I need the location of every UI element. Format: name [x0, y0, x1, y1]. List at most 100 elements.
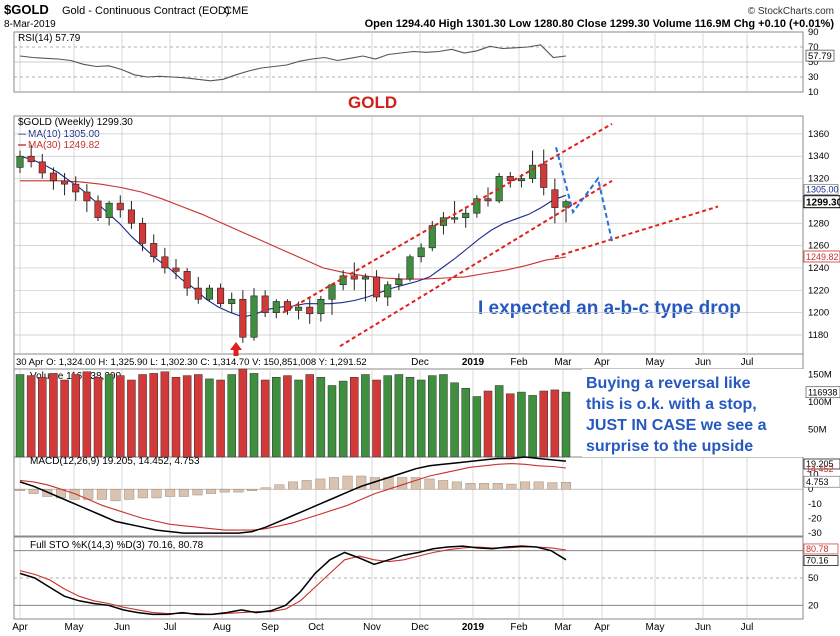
sto-k-line	[19, 545, 567, 616]
candle-body	[484, 198, 492, 202]
macd-histogram-bar	[28, 488, 39, 494]
abc-projection-path	[555, 147, 613, 242]
volume-bar	[38, 377, 47, 458]
price-axis-month-label: Mar	[554, 357, 572, 368]
volume-bar	[93, 377, 103, 458]
macd-histogram-bar	[124, 488, 135, 500]
price-x-axis: 30 Apr O: 1,324.00 H: 1,325.90 L: 1,302.…	[16, 357, 753, 368]
macd-histogram-bar	[315, 478, 326, 490]
macd-histogram-bar	[247, 488, 258, 491]
price-axis-month-label: Jun	[695, 357, 711, 368]
volume-bar	[327, 385, 337, 458]
bottom-axis-month-label: Apr	[594, 622, 610, 633]
chart-header: $GOLD Gold - Continuous Contract (EOD) C…	[4, 2, 834, 30]
macd-histogram-bar	[274, 484, 285, 490]
volume-bar	[550, 389, 560, 458]
volume-bar	[483, 390, 493, 458]
candle-body	[451, 217, 459, 220]
candle-body	[217, 287, 225, 305]
macd-histogram-bar	[547, 482, 558, 490]
volume-bar	[517, 391, 526, 458]
candle-body	[506, 176, 514, 182]
macd-histogram-bar	[178, 488, 189, 497]
candle-body	[38, 161, 46, 174]
candle-body	[72, 183, 80, 193]
volume-bar	[171, 377, 181, 458]
candle-body	[562, 201, 570, 208]
macd-histogram-bar	[520, 481, 531, 490]
bottom-axis-month-label: Jun	[114, 622, 130, 633]
bottom-axis-month-label: Nov	[363, 622, 381, 633]
sto-k-value-box	[803, 555, 839, 566]
volume-bar	[305, 374, 314, 458]
candle-body	[239, 298, 247, 338]
sto-k-value-label: 70.16	[806, 556, 829, 566]
bottom-axis-month-label: 2019	[462, 622, 485, 633]
volume-bar	[539, 390, 548, 458]
volume-bar	[82, 371, 92, 458]
volume-bar	[428, 375, 437, 458]
right-axis-labels: 907050301057.791360134013201300128012601…	[803, 27, 840, 611]
volume-bar	[227, 374, 236, 458]
rsi-value-box	[805, 49, 835, 62]
volume-bar	[494, 385, 504, 458]
candle-body	[317, 298, 325, 315]
rsi-y-tick: 50	[808, 57, 819, 68]
candle-body	[150, 243, 158, 258]
volume-y-tick: 150M	[808, 370, 832, 381]
close-value-box	[803, 195, 840, 209]
candle-body	[462, 212, 470, 218]
macd-histogram-bar	[301, 480, 312, 490]
candle-body	[306, 306, 314, 315]
candle-body	[27, 155, 35, 163]
bottom-axis-month-label: Sep	[261, 622, 279, 633]
volume-bar	[316, 377, 326, 458]
macd-histogram-bar	[424, 478, 435, 490]
candle-body	[250, 295, 258, 338]
volume-value-label: 116938	[808, 388, 837, 398]
reversal-annotation-bg	[582, 369, 804, 457]
bottom-axis-month-label: Apr	[12, 622, 28, 633]
close-value-label: 1299.30	[806, 198, 840, 209]
candle-body	[295, 306, 303, 311]
candle-body	[105, 202, 113, 218]
symbol-label: $GOLD	[4, 2, 49, 17]
price-y-tick: 1180	[808, 330, 828, 341]
macd-y-tick: -30	[808, 528, 822, 539]
macd-y-tick: 0	[808, 484, 813, 495]
macd-histogram-bar	[165, 488, 176, 497]
macd-y-tick: 10	[808, 470, 819, 481]
candle-body	[16, 155, 24, 168]
sto-panel: Full STO %K(14,3) %D(3) 70.16, 80.78	[14, 540, 803, 616]
macd-histogram-bar	[451, 481, 462, 490]
macd-histogram-bar	[438, 480, 449, 490]
sto-y-tick: 50	[808, 573, 819, 584]
rsi-panel: RSI(14) 57.79	[14, 33, 803, 82]
ma30-legend: MA(30) 1249.82	[28, 140, 100, 151]
volume-bar	[116, 375, 125, 458]
volume-bar	[405, 377, 415, 458]
bottom-axis-month-label: Jul	[164, 622, 177, 633]
price-y-tick: 1200	[808, 308, 829, 319]
candle-body	[417, 247, 425, 258]
ma10-value-box	[803, 183, 839, 195]
candle-body	[283, 301, 291, 311]
macd-histogram-bar	[260, 487, 271, 490]
up-arrow-icon	[230, 342, 242, 356]
candle-body	[551, 189, 559, 208]
candle-body	[49, 172, 57, 182]
macd-value-label: 19.205	[806, 459, 834, 469]
candle-body	[473, 198, 481, 214]
candle-body	[350, 275, 358, 280]
candle-body	[517, 178, 525, 182]
volume-bar	[394, 374, 404, 458]
candle-body	[395, 278, 403, 286]
bottom-axis-month-label: Mar	[554, 622, 572, 633]
candle-body	[228, 298, 236, 305]
candle-body	[172, 267, 180, 272]
volume-bar	[350, 377, 359, 458]
volume-bar	[127, 379, 136, 458]
volume-bar	[194, 374, 203, 458]
price-axis-month-label: Dec	[411, 357, 429, 368]
macd-histogram-bar	[69, 488, 80, 500]
